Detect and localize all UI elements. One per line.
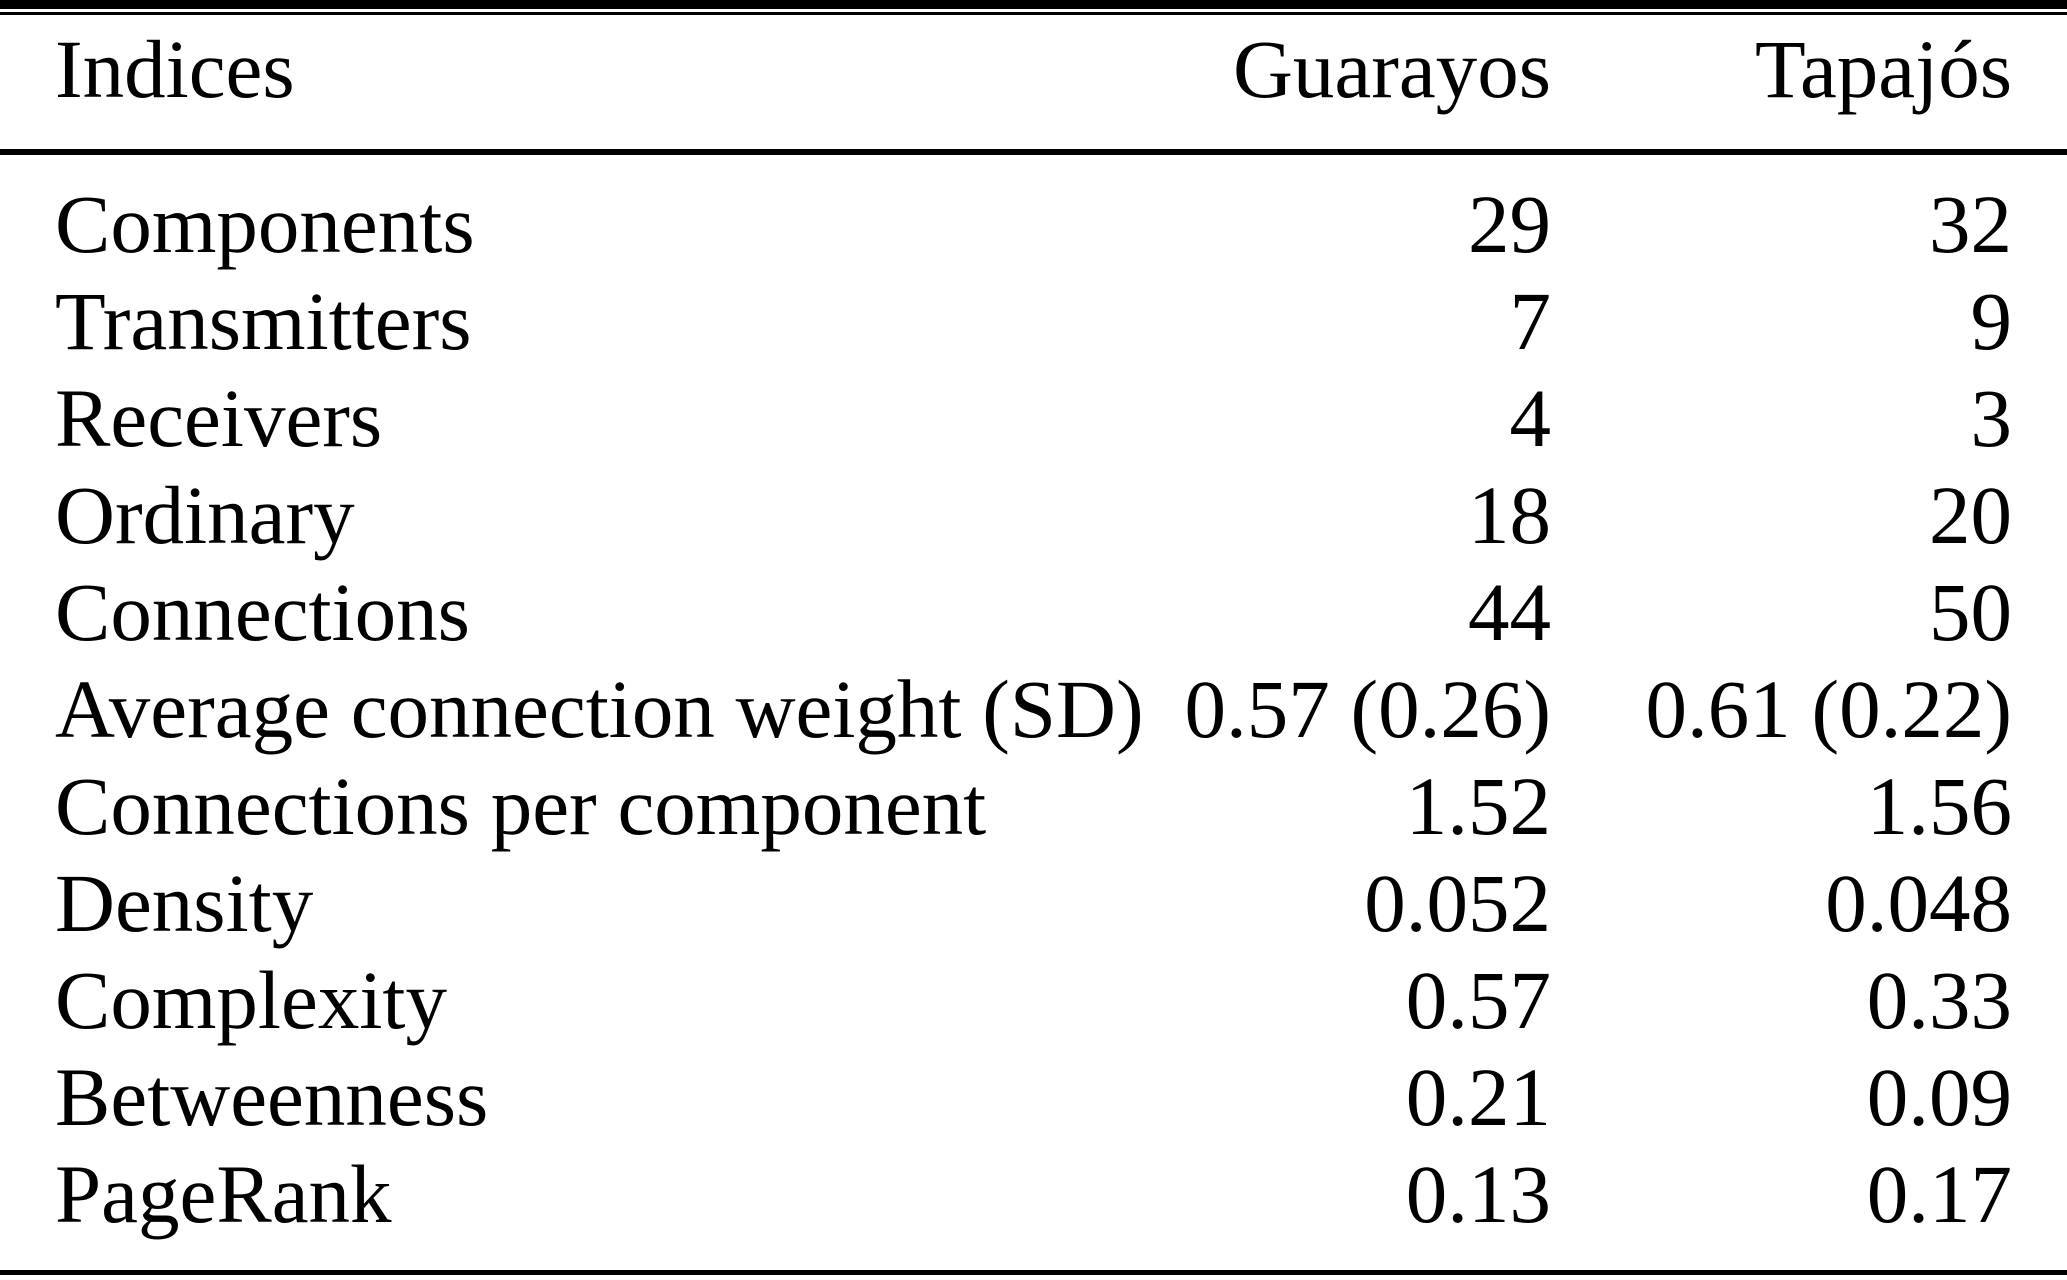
top-rule [0,0,2067,15]
row-label: Receivers [55,372,383,464]
guarayos-value: 0.13 [1405,1148,1551,1240]
guarayos-value: 0.57 (0.26) [1184,663,1551,755]
row-label: Betweenness [55,1051,489,1143]
guarayos-value: 1.52 [1405,760,1551,852]
table-row: Connections 44 50 [0,564,2067,661]
guarayos-value: 18 [1468,469,1551,561]
guarayos-value: 0.052 [1364,857,1551,949]
tapajos-value: 0.61 (0.22) [1645,663,2012,755]
row-label: Average connection weight (SD) [55,663,1144,755]
row-label: Connections per component [55,760,987,852]
row-label: Ordinary [55,469,355,561]
guarayos-value: 4 [1509,372,1552,464]
guarayos-value: 0.57 [1405,954,1551,1046]
table-row: Average connection weight (SD) 0.57 (0.2… [0,661,2067,758]
guarayos-value: 0.21 [1405,1051,1551,1143]
table-row: Connections per component 1.52 1.56 [0,758,2067,855]
tapajos-value: 0.17 [1866,1148,2012,1240]
table-body: Components 29 32 Transmitters 7 9 Receiv… [0,155,2067,1270]
row-label: Transmitters [55,275,472,367]
tapajos-value: 0.048 [1825,857,2012,949]
row-label: Complexity [55,954,447,1046]
tapajos-value: 9 [1970,275,2013,367]
table-row: Betweenness 0.21 0.09 [0,1049,2067,1146]
column-header-indices: Indices [55,23,295,115]
table-row: Density 0.052 0.048 [0,855,2067,952]
tapajos-value: 0.09 [1866,1051,2012,1143]
guarayos-value: 44 [1468,566,1551,658]
tapajos-value: 3 [1970,372,2013,464]
column-header-tapajos: Tapajós [1755,23,2012,115]
tapajos-value: 0.33 [1866,954,2012,1046]
header-separator-rule [0,149,2067,155]
row-label: Connections [55,566,470,658]
table-row: Components 29 32 [0,176,2067,273]
table-row: PageRank 0.13 0.17 [0,1146,2067,1243]
guarayos-value: 29 [1468,178,1551,270]
guarayos-value: 7 [1509,275,1552,367]
row-label: PageRank [55,1148,392,1240]
table-row: Transmitters 7 9 [0,273,2067,370]
row-label: Components [55,178,475,270]
tapajos-value: 50 [1929,566,2012,658]
table-row: Complexity 0.57 0.33 [0,952,2067,1049]
row-label: Density [55,857,314,949]
tapajos-value: 1.56 [1866,760,2012,852]
tapajos-value: 32 [1929,178,2012,270]
bottom-rule [0,1270,2067,1275]
table-row: Receivers 4 3 [0,370,2067,467]
table-header-row: Indices Guarayos Tapajós [0,15,2067,149]
tapajos-value: 20 [1929,469,2012,561]
column-header-guarayos: Guarayos [1232,23,1551,115]
table-row: Ordinary 18 20 [0,467,2067,564]
